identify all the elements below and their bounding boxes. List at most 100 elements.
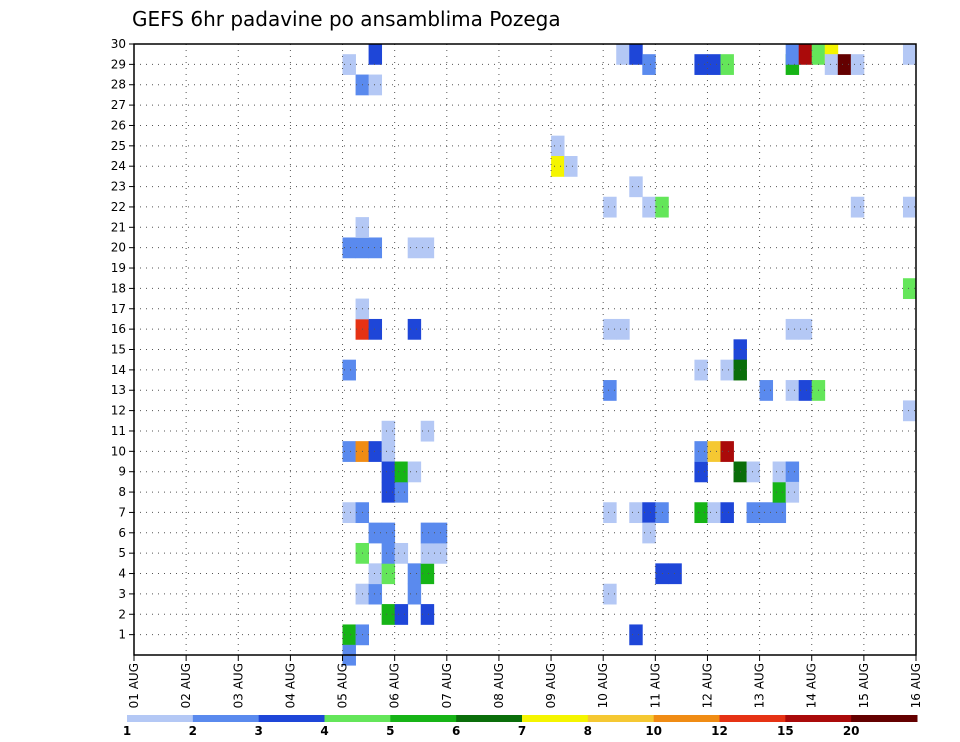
precip-cell (694, 54, 708, 75)
precip-cell (785, 44, 800, 65)
precip-cell (368, 44, 383, 65)
y-tick-label: 26 (111, 118, 126, 132)
colorbar-swatch (258, 715, 325, 722)
precip-cell (642, 196, 656, 218)
y-tick-label: 29 (111, 57, 126, 71)
y-tick-label: 16 (111, 322, 126, 336)
y-tick-label: 12 (111, 404, 126, 418)
precip-cell (407, 563, 422, 585)
precip-cell (902, 400, 917, 422)
y-tick-label: 5 (118, 546, 126, 560)
precip-cell (837, 54, 852, 75)
colorbar-label: 2 (189, 724, 197, 738)
y-tick-label: 14 (111, 363, 126, 377)
colorbar-swatch (785, 715, 852, 722)
precip-cell (394, 461, 409, 483)
precip-cell (368, 318, 383, 340)
precip-cell (368, 583, 383, 605)
y-tick-label: 30 (111, 37, 126, 51)
precip-cell (902, 44, 917, 65)
precip-cell (811, 44, 826, 65)
precip-cell (850, 54, 865, 75)
precip-cell (616, 44, 630, 65)
y-tick-label: 7 (118, 505, 126, 519)
precip-cell (381, 563, 396, 585)
y-tick-label: 1 (118, 628, 126, 642)
colorbar-swatch (653, 715, 720, 722)
precip-cell (824, 54, 839, 75)
precip-cell (694, 359, 708, 381)
precip-cell (407, 237, 422, 259)
colorbar-swatch (324, 715, 391, 722)
precip-cell (381, 481, 396, 503)
precip-cell (342, 502, 356, 524)
precip-cell (420, 522, 435, 544)
grid-lines (134, 44, 916, 655)
precip-cell (720, 441, 734, 462)
colorbar-swatch (851, 715, 918, 722)
x-tick-label: 14 AUG (805, 663, 819, 708)
precip-cell (381, 420, 396, 442)
precip-cell (772, 461, 787, 483)
precip-cell (603, 318, 617, 340)
precip-cell (694, 461, 708, 483)
colorbar-label: 1 (123, 724, 131, 738)
colorbar-swatch (719, 715, 786, 722)
precip-cell (381, 461, 396, 483)
x-tick-label: 13 AUG (753, 663, 767, 708)
x-tick-label: 06 AUG (388, 663, 402, 708)
y-tick-label: 6 (118, 526, 126, 540)
y-axis-ticks: 1234567891011121314151617181920212223242… (111, 37, 134, 642)
y-tick-label: 28 (111, 78, 126, 92)
precip-cell (616, 318, 630, 340)
y-tick-label: 10 (111, 444, 126, 458)
precip-cell (772, 481, 787, 503)
x-tick-label: 16 AUG (909, 663, 923, 708)
y-tick-label: 13 (111, 383, 126, 397)
y-tick-label: 20 (111, 241, 126, 255)
precip-cell (603, 196, 617, 218)
precip-cell (629, 502, 643, 524)
x-tick-label: 05 AUG (336, 663, 350, 708)
precip-cell (564, 156, 578, 177)
heatmap-cells (342, 44, 917, 666)
colorbar-label: 6 (452, 724, 460, 738)
colorbar-swatch (127, 715, 194, 722)
precip-cell (342, 441, 356, 462)
colorbar-label: 8 (584, 724, 592, 738)
y-tick-label: 25 (111, 139, 126, 153)
precip-cell (368, 522, 383, 544)
precip-cell (420, 542, 435, 564)
precip-cell (798, 380, 813, 401)
precip-cell (642, 54, 656, 75)
x-tick-label: 12 AUG (700, 663, 714, 708)
x-tick-label: 03 AUG (231, 663, 245, 708)
precip-cell (368, 74, 383, 96)
precip-cell (342, 237, 356, 259)
precip-cell (381, 604, 396, 625)
y-tick-label: 8 (118, 485, 126, 499)
precip-cell (342, 624, 356, 646)
precip-cell (694, 441, 708, 462)
precip-cell (759, 502, 774, 524)
y-tick-label: 21 (111, 220, 126, 234)
precip-cell (629, 624, 643, 646)
colorbar: 1 2 3 4 5 6 7 8 10 12 15 20 (123, 715, 918, 738)
precip-cell (368, 563, 383, 585)
precip-cell (720, 502, 734, 524)
y-tick-label: 22 (111, 200, 126, 214)
precip-cell (381, 441, 396, 462)
precip-cell (668, 563, 682, 585)
precip-cell (420, 237, 435, 259)
y-tick-label: 9 (118, 465, 126, 479)
precip-cell (394, 542, 409, 564)
precip-cell (798, 318, 813, 340)
precip-cell (642, 502, 656, 524)
colorbar-swatch (192, 715, 260, 722)
colorbar-label: 3 (254, 724, 262, 738)
x-tick-label: 15 AUG (857, 663, 871, 708)
chart-title: GEFS 6hr padavine po ansamblima Pozega (132, 7, 561, 31)
precip-cell (407, 318, 422, 340)
precip-cell (342, 359, 356, 381)
